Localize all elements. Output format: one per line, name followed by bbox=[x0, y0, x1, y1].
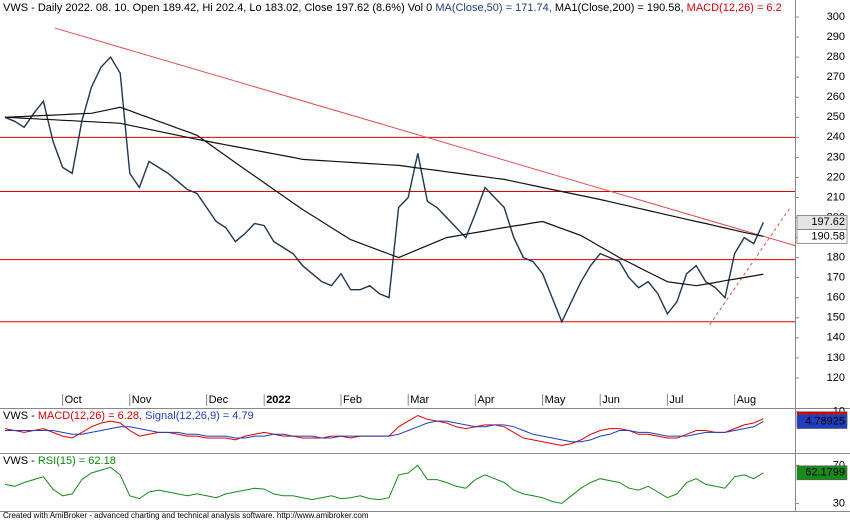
y-tick-label: 230 bbox=[827, 151, 845, 163]
title-part: Signal(12,26,9) = 4.79 bbox=[145, 410, 254, 422]
y-tick-label: 150 bbox=[827, 312, 845, 324]
y-tick-label: 210 bbox=[827, 191, 845, 203]
x-tick-label: Apr bbox=[477, 394, 494, 406]
title-part: VWS - Daily 2022. 08. 10. Open 189.42, H… bbox=[3, 2, 435, 14]
x-tick-label: Jun bbox=[602, 394, 620, 406]
x-tick-label: Jul bbox=[669, 394, 683, 406]
y-tick-label: 30 bbox=[833, 497, 845, 509]
x-tick-label: 2022 bbox=[266, 394, 290, 406]
title-part: MA1(Close,200) = 190.58, bbox=[555, 2, 687, 14]
y-tick-label: 140 bbox=[827, 332, 845, 344]
price-tag-label: 4.78925 bbox=[805, 415, 845, 427]
plot-area bbox=[0, 27, 795, 504]
series-line bbox=[5, 420, 764, 443]
y-tick-label: 250 bbox=[827, 111, 845, 123]
y-tick-label: 180 bbox=[827, 252, 845, 264]
price-tag-label: 197.62 bbox=[811, 216, 845, 228]
title-part: RSI(15) = 62.18 bbox=[38, 455, 116, 467]
pane-title: VWS - RSI(15) = 62.18 bbox=[3, 455, 116, 467]
y-tick-label: 280 bbox=[827, 51, 845, 63]
title-part: MACD(12,26) = 6.2 bbox=[687, 2, 782, 14]
title-part: VWS - bbox=[3, 410, 38, 422]
x-tick-label: May bbox=[545, 394, 566, 406]
title-part: MACD(12,26) = 6.28, bbox=[38, 410, 145, 422]
title-part: VWS - bbox=[3, 455, 38, 467]
trendline bbox=[54, 27, 795, 247]
price-tag-label: 62.1799 bbox=[805, 467, 845, 479]
price-tag-label: 190.58 bbox=[811, 230, 845, 242]
price-tag bbox=[796, 229, 848, 244]
y-tick-label: 220 bbox=[827, 171, 845, 183]
pane-title: VWS - Daily 2022. 08. 10. Open 189.42, H… bbox=[3, 2, 782, 14]
y-tick-label: 270 bbox=[827, 71, 845, 83]
price-tag bbox=[796, 414, 848, 429]
series-line bbox=[4, 55, 765, 324]
y-tick-label: 300 bbox=[827, 11, 845, 23]
series-line bbox=[4, 464, 764, 504]
footer: Created with AmiBroker - advanced charti… bbox=[3, 511, 369, 520]
y-tick-label: 290 bbox=[827, 31, 845, 43]
x-tick-label: Mar bbox=[410, 394, 429, 406]
series-line bbox=[4, 116, 764, 237]
y-tick-label: 160 bbox=[827, 292, 845, 304]
x-tick-label: Feb bbox=[343, 394, 362, 406]
price-tag bbox=[796, 465, 848, 481]
y-tick-label: 130 bbox=[827, 352, 845, 364]
series-line bbox=[4, 106, 764, 287]
y-tick-label: 120 bbox=[827, 372, 845, 384]
y-tick-label: 240 bbox=[827, 131, 845, 143]
x-tick-label: Aug bbox=[737, 394, 757, 406]
x-tick-label: Dec bbox=[209, 394, 229, 406]
pane-title: VWS - MACD(12,26) = 6.28, Signal(12,26,9… bbox=[3, 410, 254, 422]
x-tick-label: Oct bbox=[65, 394, 82, 406]
title-part: MA(Close,50) = 171.74, bbox=[435, 2, 555, 14]
y-tick-label: 260 bbox=[827, 91, 845, 103]
x-tick-label: Nov bbox=[132, 394, 152, 406]
y-tick-label: 170 bbox=[827, 272, 845, 284]
